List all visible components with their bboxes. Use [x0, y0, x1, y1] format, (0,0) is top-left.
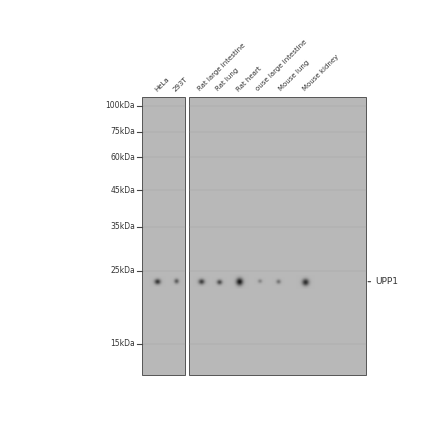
Bar	[143, 97, 186, 375]
Text: Rat lung: Rat lung	[215, 67, 240, 93]
Text: Mouse lung: Mouse lung	[278, 60, 311, 93]
Text: 45kDa: 45kDa	[110, 186, 135, 194]
Text: 293T: 293T	[172, 76, 189, 93]
Text: HeLa: HeLa	[154, 76, 170, 93]
Text: 25kDa: 25kDa	[110, 266, 135, 275]
Text: Mouse kidney: Mouse kidney	[301, 54, 340, 93]
Text: 100kDa: 100kDa	[106, 101, 135, 111]
Text: 75kDa: 75kDa	[110, 127, 135, 136]
Text: UPP1: UPP1	[375, 277, 398, 286]
Text: Rat heart: Rat heart	[235, 65, 262, 93]
Text: Rat large intestine: Rat large intestine	[197, 43, 246, 93]
Text: 60kDa: 60kDa	[110, 153, 135, 162]
Text: 35kDa: 35kDa	[110, 222, 135, 231]
Bar	[188, 97, 366, 375]
Text: 15kDa: 15kDa	[110, 340, 135, 348]
Text: ouse large intestine: ouse large intestine	[255, 39, 308, 93]
